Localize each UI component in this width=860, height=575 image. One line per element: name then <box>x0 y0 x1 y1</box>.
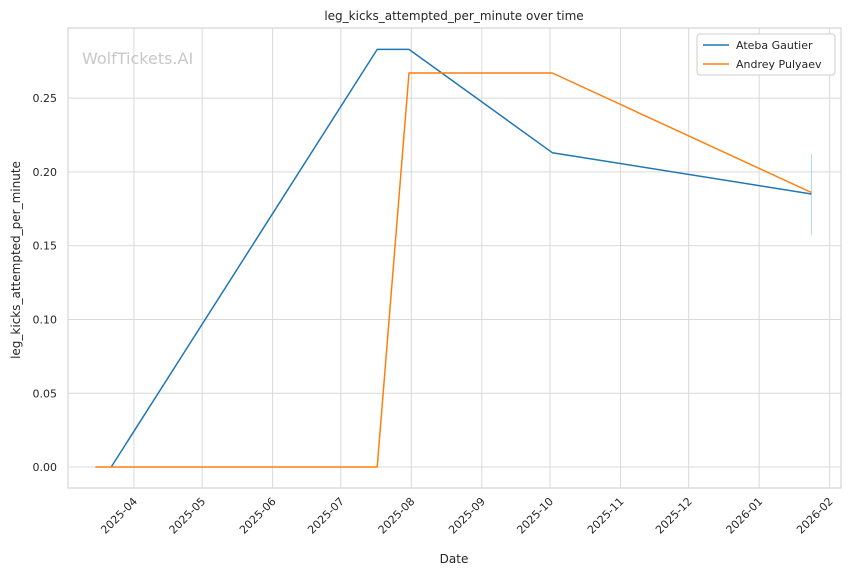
x-axis-label: Date <box>440 552 469 566</box>
y-tick-label: 0.00 <box>33 461 58 474</box>
series-layer <box>95 48 812 468</box>
legend: Ateba Gautier Andrey Pulyaev <box>696 33 836 76</box>
series-line-ateba-gautier <box>110 48 812 468</box>
y-tick-label: 0.10 <box>33 313 58 326</box>
legend-box <box>696 33 836 76</box>
plot-area <box>67 27 842 489</box>
series-line-andrey-pulyaev <box>95 72 812 468</box>
y-tick-label: 0.20 <box>33 166 58 179</box>
watermark: WolfTickets.AI <box>82 49 193 68</box>
y-tick-label: 0.25 <box>33 92 58 105</box>
chart-title: leg_kicks_attempted_per_minute over time <box>324 9 583 23</box>
legend-label-andrey-pulyaev: Andrey Pulyaev <box>736 58 822 71</box>
y-tick-label: 0.05 <box>33 387 58 400</box>
y-tick-label: 0.15 <box>33 240 58 253</box>
y-axis-label: leg_kicks_attempted_per_minute <box>9 161 23 359</box>
legend-label-ateba-gautier: Ateba Gautier <box>736 39 813 52</box>
